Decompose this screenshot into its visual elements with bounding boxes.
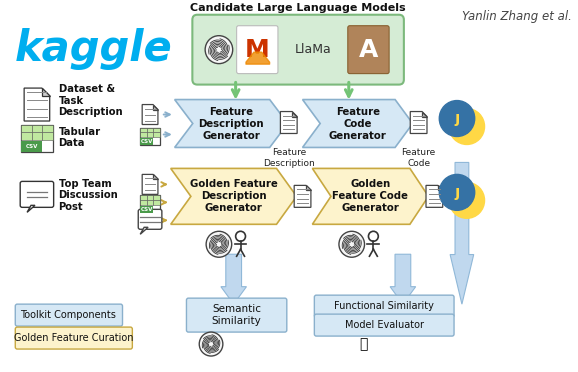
Text: Golden Feature
Description
Generator: Golden Feature Description Generator xyxy=(190,179,277,214)
FancyBboxPatch shape xyxy=(42,132,53,140)
FancyBboxPatch shape xyxy=(42,125,53,132)
FancyBboxPatch shape xyxy=(140,128,160,145)
FancyBboxPatch shape xyxy=(140,206,153,213)
Text: Functional Similarity: Functional Similarity xyxy=(334,301,434,311)
Text: LlaMa: LlaMa xyxy=(295,43,332,56)
Polygon shape xyxy=(153,174,158,179)
Polygon shape xyxy=(410,112,427,134)
Text: ȷ: ȷ xyxy=(454,111,460,126)
FancyBboxPatch shape xyxy=(138,209,162,229)
FancyBboxPatch shape xyxy=(314,314,454,336)
Circle shape xyxy=(449,109,484,144)
Text: CSV: CSV xyxy=(140,140,153,144)
Polygon shape xyxy=(142,105,158,125)
FancyBboxPatch shape xyxy=(140,128,147,132)
Circle shape xyxy=(205,36,233,64)
Text: Feature
Description: Feature Description xyxy=(263,148,314,168)
Text: CSV: CSV xyxy=(140,207,153,212)
Polygon shape xyxy=(312,169,428,224)
Text: ȷ: ȷ xyxy=(464,193,469,208)
Polygon shape xyxy=(292,112,297,116)
FancyBboxPatch shape xyxy=(314,295,454,317)
Text: M: M xyxy=(245,38,270,62)
FancyBboxPatch shape xyxy=(153,195,160,200)
Text: Feature
Code: Feature Code xyxy=(402,148,436,168)
FancyBboxPatch shape xyxy=(147,128,153,132)
Polygon shape xyxy=(438,185,443,190)
FancyBboxPatch shape xyxy=(192,15,404,84)
Text: Feature
Description
Generator: Feature Description Generator xyxy=(198,106,264,141)
FancyBboxPatch shape xyxy=(187,298,287,332)
FancyBboxPatch shape xyxy=(153,132,160,137)
Text: Semantic
Similarity: Semantic Similarity xyxy=(212,304,261,326)
Polygon shape xyxy=(175,100,288,147)
Polygon shape xyxy=(306,185,311,190)
Polygon shape xyxy=(24,88,50,121)
FancyBboxPatch shape xyxy=(147,132,153,137)
Text: Feature
Code
Generator: Feature Code Generator xyxy=(329,106,387,141)
Polygon shape xyxy=(294,185,311,207)
FancyBboxPatch shape xyxy=(140,195,160,213)
FancyBboxPatch shape xyxy=(140,195,147,200)
FancyBboxPatch shape xyxy=(153,128,160,132)
Text: Yanlin Zhang et al.: Yanlin Zhang et al. xyxy=(462,10,572,23)
Polygon shape xyxy=(153,105,158,109)
Text: Toolkit Components: Toolkit Components xyxy=(20,310,116,320)
Circle shape xyxy=(449,182,484,218)
Text: Candidate Large Language Models: Candidate Large Language Models xyxy=(190,3,406,13)
FancyBboxPatch shape xyxy=(147,200,153,205)
Text: ȷ: ȷ xyxy=(464,119,469,134)
FancyBboxPatch shape xyxy=(32,132,42,140)
Text: CSV: CSV xyxy=(25,144,38,150)
Polygon shape xyxy=(221,254,246,304)
FancyBboxPatch shape xyxy=(140,200,147,205)
Text: Top Team
Discussion
Post: Top Team Discussion Post xyxy=(58,179,118,212)
FancyBboxPatch shape xyxy=(140,138,153,145)
Polygon shape xyxy=(422,112,427,116)
Circle shape xyxy=(339,231,365,257)
Text: Model Evaluator: Model Evaluator xyxy=(344,320,424,330)
FancyBboxPatch shape xyxy=(153,200,160,205)
FancyBboxPatch shape xyxy=(21,125,32,132)
Circle shape xyxy=(439,174,475,210)
FancyBboxPatch shape xyxy=(20,182,54,207)
Text: Tabular
Data: Tabular Data xyxy=(58,127,101,148)
Polygon shape xyxy=(42,88,50,96)
Polygon shape xyxy=(426,185,443,207)
Polygon shape xyxy=(27,205,35,212)
FancyBboxPatch shape xyxy=(21,125,53,153)
Polygon shape xyxy=(390,254,416,304)
Polygon shape xyxy=(140,227,148,234)
FancyBboxPatch shape xyxy=(15,327,132,349)
FancyBboxPatch shape xyxy=(15,304,123,326)
FancyBboxPatch shape xyxy=(236,26,278,74)
FancyBboxPatch shape xyxy=(140,132,147,137)
FancyBboxPatch shape xyxy=(32,125,42,132)
FancyBboxPatch shape xyxy=(147,195,153,200)
Text: ȷ: ȷ xyxy=(454,185,460,200)
Text: A: A xyxy=(359,38,378,62)
Circle shape xyxy=(206,231,232,257)
Polygon shape xyxy=(280,112,297,134)
Text: 📊: 📊 xyxy=(360,337,368,351)
FancyBboxPatch shape xyxy=(21,141,42,153)
Text: kaggle: kaggle xyxy=(14,28,172,70)
Text: Golden Feature Curation: Golden Feature Curation xyxy=(13,333,133,343)
Polygon shape xyxy=(142,174,158,194)
FancyBboxPatch shape xyxy=(21,132,32,140)
Polygon shape xyxy=(171,169,297,224)
Polygon shape xyxy=(302,100,413,147)
Circle shape xyxy=(199,332,223,356)
Polygon shape xyxy=(450,163,474,304)
Circle shape xyxy=(439,100,475,137)
Text: Golden
Feature Code
Generator: Golden Feature Code Generator xyxy=(332,179,409,214)
FancyBboxPatch shape xyxy=(348,26,389,74)
Text: Dataset &
Task
Description: Dataset & Task Description xyxy=(58,84,123,117)
